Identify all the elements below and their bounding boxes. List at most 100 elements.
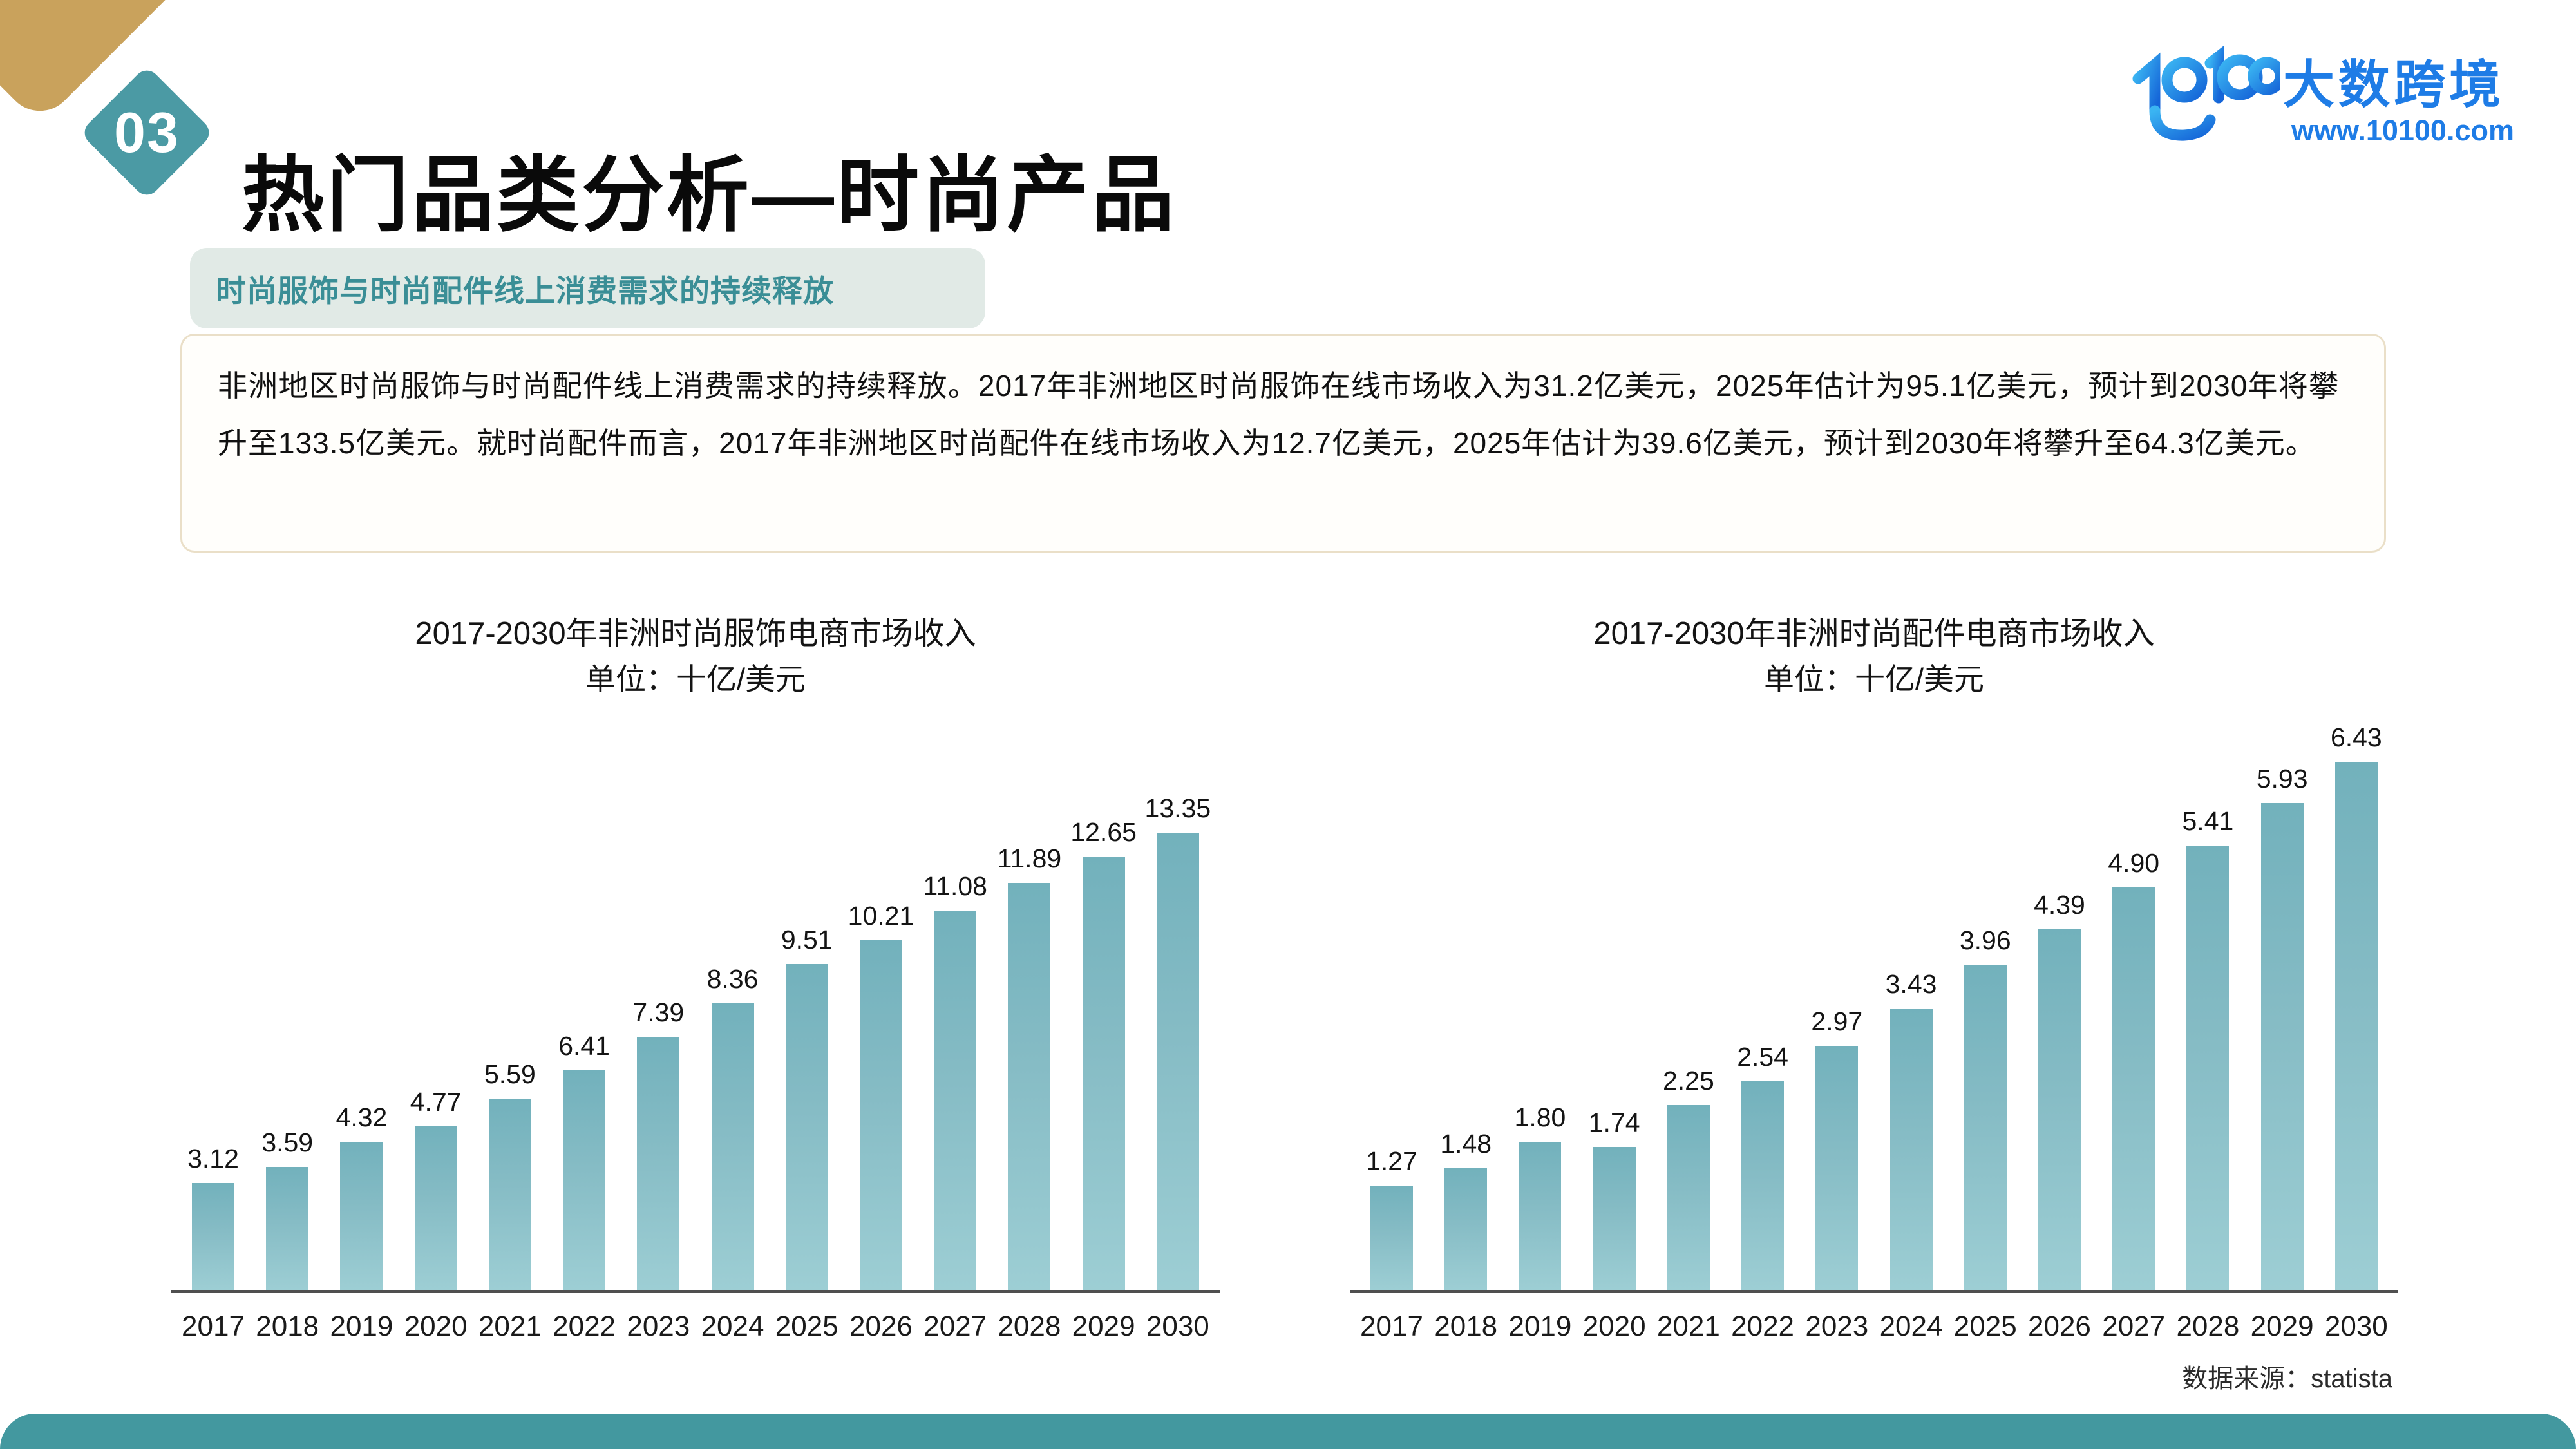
bar xyxy=(711,1003,754,1290)
bar-column: 2.25 xyxy=(1656,1066,1721,1290)
bar xyxy=(1082,857,1125,1290)
bar xyxy=(2038,929,2081,1290)
chart-title: 2017-2030年非洲时尚配件电商市场收入 xyxy=(1593,616,2155,651)
bar-value-label: 4.39 xyxy=(2034,890,2085,920)
footer-accent-bar xyxy=(0,1414,2576,1449)
bar xyxy=(1444,1168,1488,1290)
x-axis-label: 2027 xyxy=(923,1311,987,1342)
bar-value-label: 13.35 xyxy=(1144,793,1211,823)
bar-value-label: 11.08 xyxy=(923,871,987,901)
bar-plot-area: 1.27 1.48 1.80 1.74 2.25 2.54 2.97 3.43 3.96 4.39… xyxy=(1350,723,2398,1293)
bar-value-label: 4.90 xyxy=(2108,848,2160,878)
bar-value-label: 3.43 xyxy=(1885,969,1937,999)
bar-column: 4.32 xyxy=(328,1103,394,1290)
x-axis-label: 2021 xyxy=(1656,1311,1720,1342)
summary-card: 非洲地区时尚服饰与时尚配件线上消费需求的持续释放。2017年非洲地区时尚服饰在线… xyxy=(180,334,2386,553)
bar-column: 12.65 xyxy=(1070,817,1137,1290)
bar xyxy=(414,1126,457,1290)
x-axis-label: 2022 xyxy=(553,1311,616,1342)
chart-unit-label: 单位：十亿/美元 xyxy=(1763,662,1985,696)
bar xyxy=(934,911,977,1290)
bar xyxy=(637,1037,680,1290)
x-axis: 2017 2018 2019 2020 2021 2022 2023 2024 2025 2026… xyxy=(1350,1311,2398,1343)
bar xyxy=(2334,762,2378,1290)
bar xyxy=(1519,1142,1562,1290)
x-axis-label: 2025 xyxy=(1953,1311,2017,1342)
bar-column: 1.27 xyxy=(1359,1146,1425,1290)
x-axis-label: 2020 xyxy=(404,1311,468,1342)
x-axis-label: 2024 xyxy=(1879,1311,1943,1342)
bar-value-label: 9.51 xyxy=(781,925,833,954)
bar-value-label: 5.93 xyxy=(2256,764,2308,793)
bar-value-label: 4.32 xyxy=(336,1103,388,1132)
bar-column: 3.43 xyxy=(1879,969,1944,1290)
bar-value-label: 5.41 xyxy=(2182,806,2234,836)
x-axis-label: 2027 xyxy=(2102,1311,2166,1342)
x-axis-label: 2017 xyxy=(182,1311,245,1342)
bar xyxy=(563,1070,606,1290)
section-number: 03 xyxy=(114,100,180,164)
bar-value-label: 2.25 xyxy=(1662,1066,1714,1095)
x-axis-label: 2026 xyxy=(849,1311,913,1342)
x-axis-label: 2026 xyxy=(2028,1311,2091,1342)
bar xyxy=(1156,833,1199,1290)
bar-value-label: 4.77 xyxy=(410,1087,462,1117)
chart-unit-label: 单位：十亿/美元 xyxy=(585,662,806,696)
bar xyxy=(859,940,902,1290)
x-axis-label: 2019 xyxy=(330,1311,393,1342)
bar xyxy=(1370,1186,1413,1290)
brand-url: www.10100.com xyxy=(2291,114,2514,147)
chart-fashion-accessories: 2017-2030年非洲时尚配件电商市场收入 单位：十亿/美元 1.27 1.48… xyxy=(1346,611,2402,1348)
bar-column: 8.36 xyxy=(700,964,766,1290)
bar-column: 11.89 xyxy=(996,844,1062,1290)
bar-value-label: 6.41 xyxy=(558,1031,610,1061)
bar-value-label: 11.89 xyxy=(997,844,1062,873)
brand-name: 大数跨境 xyxy=(2283,56,2505,113)
bar-value-label: 2.97 xyxy=(1811,1007,1863,1036)
x-axis-label: 2023 xyxy=(1805,1311,1869,1342)
bar xyxy=(266,1167,309,1290)
bar-column: 10.21 xyxy=(848,901,914,1290)
x-axis-label: 2020 xyxy=(1582,1311,1646,1342)
bar-column: 1.48 xyxy=(1433,1129,1499,1290)
bar-value-label: 3.59 xyxy=(261,1128,314,1157)
bar xyxy=(2260,803,2304,1290)
bar xyxy=(2186,846,2230,1290)
bar-value-label: 2.54 xyxy=(1737,1042,1788,1072)
section-number-badge: 03 xyxy=(79,65,214,200)
bar xyxy=(785,964,828,1290)
x-axis-label: 2018 xyxy=(256,1311,319,1342)
x-axis-label: 2029 xyxy=(1072,1311,1135,1342)
bar xyxy=(1593,1147,1636,1290)
page-title: 热门品类分析—时尚产品 xyxy=(242,149,1177,242)
chart-fashion-apparel: 2017-2030年非洲时尚服饰电商市场收入 单位：十亿/美元 3.12 3.59… xyxy=(167,611,1224,1348)
bar-column: 3.96 xyxy=(1953,925,2018,1290)
bar xyxy=(1008,883,1051,1290)
bar-column: 6.43 xyxy=(2324,723,2389,1290)
bar-column: 5.41 xyxy=(2175,806,2240,1290)
bar-column: 4.90 xyxy=(2101,848,2166,1290)
bar xyxy=(488,1099,531,1290)
bar-column: 5.93 xyxy=(2249,764,2315,1290)
x-axis-label: 2018 xyxy=(1434,1311,1498,1342)
bar xyxy=(1889,1009,1933,1290)
brand-logo: 大数跨境 www.10100.com xyxy=(2125,35,2524,155)
x-axis-label: 2021 xyxy=(478,1311,542,1342)
bar-value-label: 12.65 xyxy=(1070,817,1137,847)
bar xyxy=(1815,1046,1859,1290)
bar-column: 4.39 xyxy=(2027,890,2092,1290)
section-tag-label: 时尚服饰与时尚配件线上消费需求的持续释放 xyxy=(216,274,834,308)
bar-value-label: 1.27 xyxy=(1366,1146,1417,1176)
x-axis-label: 2022 xyxy=(1731,1311,1795,1342)
x-axis-label: 2023 xyxy=(627,1311,690,1342)
bar-column: 6.41 xyxy=(551,1031,617,1290)
bar-value-label: 1.80 xyxy=(1514,1103,1566,1132)
x-axis: 2017 2018 2019 2020 2021 2022 2023 2024 2025 2026… xyxy=(171,1311,1220,1343)
x-axis-label: 2029 xyxy=(2250,1311,2314,1342)
x-axis-label: 2030 xyxy=(1146,1311,1209,1342)
bar-value-label: 6.43 xyxy=(2330,723,2382,752)
bar-column: 1.80 xyxy=(1507,1103,1573,1290)
bar-column: 1.74 xyxy=(1582,1108,1647,1290)
bar-column: 11.08 xyxy=(922,871,988,1290)
